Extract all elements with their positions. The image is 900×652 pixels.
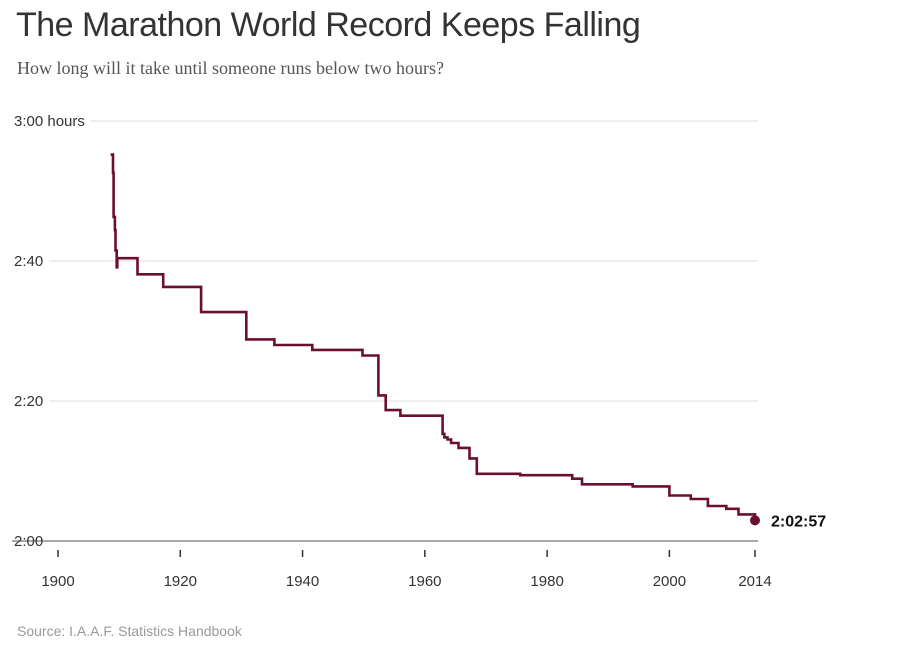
end-point-label: 2:02:57	[771, 513, 826, 530]
x-tick-label: 1960	[408, 573, 441, 590]
record-series-line	[110, 153, 757, 520]
x-tick-label: 1900	[41, 573, 74, 590]
x-tick-label: 1980	[530, 573, 563, 590]
end-point-marker	[750, 515, 760, 526]
x-tick-label: 2014	[738, 573, 771, 590]
series-group	[110, 153, 757, 520]
chart-title: The Marathon World Record Keeps Falling	[16, 6, 641, 44]
x-tick-label: 1940	[286, 573, 319, 590]
x-axis: 1900 1920 1940 1960 1980 2000 2014	[41, 550, 772, 590]
y-tick-label: 2:40	[14, 253, 43, 270]
chart-subtitle: How long will it take until someone runs…	[17, 58, 444, 78]
x-tick-label: 2000	[653, 573, 686, 590]
y-tick-label: 2:00	[14, 533, 43, 550]
gridlines	[12, 120, 758, 542]
y-tick-label: 3:00 hours	[14, 113, 85, 130]
source-note: Source: I.A.A.F. Statistics Handbook	[17, 623, 242, 639]
y-tick-label: 2:20	[14, 393, 43, 410]
x-tick-label: 1920	[164, 573, 197, 590]
y-axis: 2:00 2:20 2:40 3:00 hours	[14, 113, 85, 550]
end-marker-group: 2:02:57	[750, 513, 826, 530]
